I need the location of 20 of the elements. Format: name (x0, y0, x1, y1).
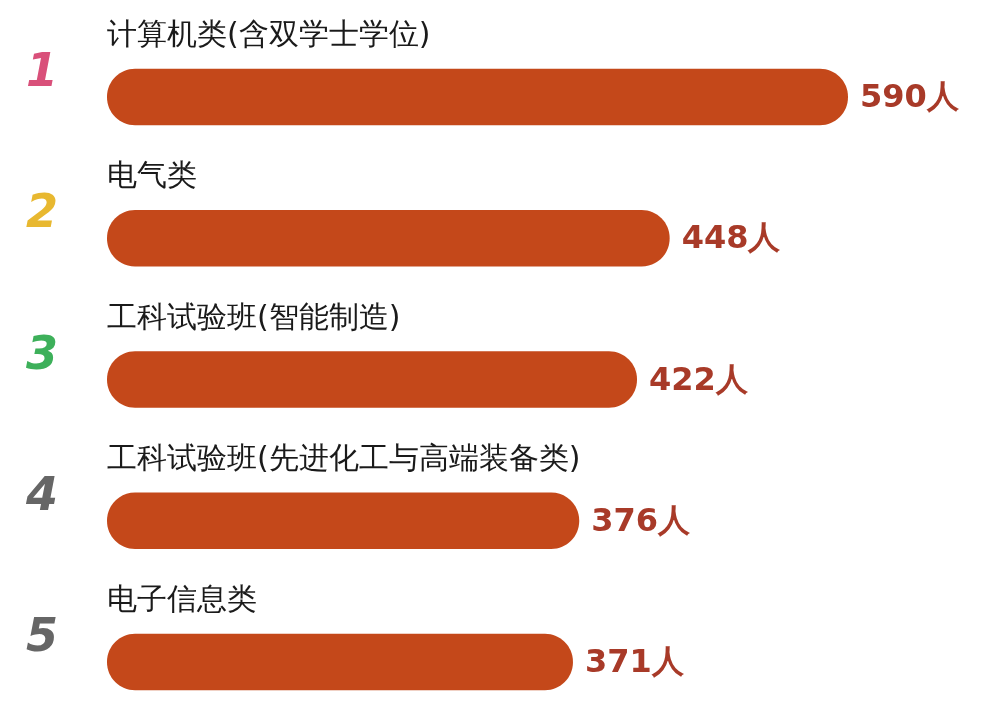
y-tick-label: 电子信息类 (107, 581, 257, 616)
data-label: 590人 (860, 77, 960, 115)
y-tick-label: 工科试验班(先进化工与高端装备类) (107, 439, 581, 475)
y-tick-label: 计算机类(含双学士学位) (107, 16, 431, 51)
data-label: 422人 (649, 359, 749, 398)
data-label: 376人 (591, 500, 692, 539)
data-label: 448人 (681, 218, 782, 257)
y-tick-label: 工科试验班(智能制造) (107, 298, 401, 334)
bar (107, 210, 670, 267)
text: 1 (25, 43, 59, 97)
bar (107, 68, 848, 126)
bar (107, 351, 637, 408)
text: 4 (24, 466, 59, 521)
bar (107, 633, 573, 691)
y-tick-label: 电气类 (107, 157, 197, 193)
text: 5 (25, 608, 59, 662)
data-label: 371人 (584, 642, 685, 680)
bar (107, 492, 580, 549)
text: 2 (25, 184, 59, 239)
text: 3 (25, 325, 59, 380)
